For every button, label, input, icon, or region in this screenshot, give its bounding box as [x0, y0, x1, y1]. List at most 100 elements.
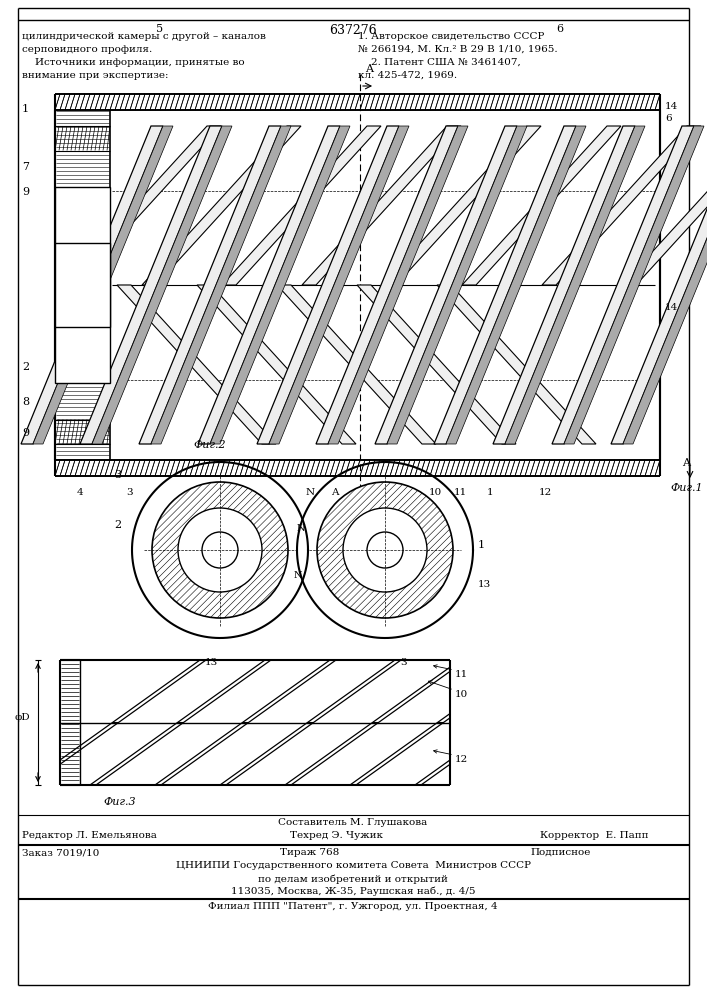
Text: A: A	[332, 488, 339, 497]
Polygon shape	[197, 285, 356, 444]
Polygon shape	[611, 126, 707, 444]
Text: N: N	[297, 524, 305, 533]
Circle shape	[317, 482, 453, 618]
Polygon shape	[269, 126, 409, 444]
Text: 6: 6	[556, 24, 563, 34]
Polygon shape	[542, 126, 701, 285]
Text: внимание при экспертизе:: внимание при экспертизе:	[22, 71, 168, 80]
Polygon shape	[375, 126, 517, 444]
Polygon shape	[357, 285, 516, 444]
Polygon shape	[505, 126, 645, 444]
Text: 12: 12	[538, 488, 551, 497]
Text: φD: φD	[14, 713, 30, 722]
Polygon shape	[302, 126, 461, 285]
Polygon shape	[55, 187, 110, 383]
Text: Фиг.2: Фиг.2	[194, 440, 226, 450]
Circle shape	[178, 508, 262, 592]
Polygon shape	[210, 126, 350, 444]
Polygon shape	[80, 126, 222, 444]
Text: 1: 1	[478, 540, 485, 550]
Polygon shape	[434, 126, 576, 444]
Polygon shape	[257, 126, 399, 444]
Text: 8: 8	[22, 397, 29, 407]
Text: 5: 5	[156, 24, 163, 34]
Polygon shape	[623, 126, 707, 444]
Text: 4: 4	[76, 488, 83, 497]
Text: 14: 14	[665, 102, 678, 111]
Text: A: A	[356, 488, 363, 497]
Circle shape	[202, 532, 238, 568]
Polygon shape	[277, 285, 436, 444]
Text: 9: 9	[22, 187, 29, 197]
Polygon shape	[198, 126, 340, 444]
Text: 2. Патент США № 3461407,: 2. Патент США № 3461407,	[358, 58, 521, 67]
Polygon shape	[493, 126, 635, 444]
Text: № 266194, М. Кл.² В 29 В 1/10, 1965.: № 266194, М. Кл.² В 29 В 1/10, 1965.	[358, 45, 558, 54]
Circle shape	[152, 482, 288, 618]
Text: A: A	[682, 458, 690, 468]
Text: Техред Э. Чужик: Техред Э. Чужик	[290, 831, 383, 840]
Polygon shape	[437, 285, 596, 444]
Text: 10: 10	[428, 488, 442, 497]
Text: 11: 11	[453, 488, 467, 497]
Polygon shape	[62, 126, 221, 285]
Text: A: A	[365, 484, 373, 494]
Text: по делам изобретений и открытий: по делам изобретений и открытий	[258, 874, 448, 884]
Circle shape	[343, 508, 427, 592]
Text: Заказ 7019/10: Заказ 7019/10	[22, 848, 100, 857]
Polygon shape	[462, 126, 621, 285]
Text: 1. Авторское свидетельство СССР: 1. Авторское свидетельство СССР	[358, 32, 544, 41]
Text: Тираж 768: Тираж 768	[281, 848, 339, 857]
Text: 3: 3	[114, 470, 121, 480]
Text: Редактор Л. Емельянова: Редактор Л. Емельянова	[22, 831, 157, 840]
Polygon shape	[382, 126, 541, 285]
Text: Составитель М. Глушакова: Составитель М. Глушакова	[279, 818, 428, 827]
Text: 13: 13	[478, 580, 491, 589]
Text: серповидного профиля.: серповидного профиля.	[22, 45, 152, 54]
Text: 113035, Москва, Ж-35, Раушская наб., д. 4/5: 113035, Москва, Ж-35, Раушская наб., д. …	[230, 887, 475, 896]
Text: 3: 3	[127, 488, 134, 497]
Text: Фиг.1: Фиг.1	[670, 483, 703, 493]
Text: 14: 14	[665, 302, 678, 312]
Polygon shape	[55, 243, 110, 327]
Polygon shape	[117, 285, 276, 444]
Polygon shape	[446, 126, 586, 444]
Text: Фиг.3: Фиг.3	[104, 797, 136, 807]
Text: 11: 11	[455, 670, 468, 679]
Text: цилиндрической камеры с другой – каналов: цилиндрической камеры с другой – каналов	[22, 32, 266, 41]
Text: 6: 6	[665, 114, 672, 123]
Text: 10: 10	[455, 690, 468, 699]
Polygon shape	[316, 126, 458, 444]
Polygon shape	[92, 126, 232, 444]
Text: ЦНИИПИ Государственного комитета Совета  Министров СССР: ЦНИИПИ Государственного комитета Совета …	[175, 861, 530, 870]
Text: 7: 7	[22, 162, 29, 172]
Text: 12: 12	[455, 755, 468, 764]
Polygon shape	[552, 126, 694, 444]
Text: 9: 9	[22, 428, 29, 438]
Text: 2: 2	[22, 362, 29, 372]
Polygon shape	[33, 126, 173, 444]
Text: Филиал ППП "Патент", г. Ужгород, ул. Проектная, 4: Филиал ППП "Патент", г. Ужгород, ул. Про…	[208, 902, 498, 911]
Polygon shape	[622, 126, 707, 285]
Text: 5: 5	[206, 488, 214, 497]
Text: 13: 13	[205, 658, 218, 667]
Text: N: N	[294, 571, 303, 580]
Text: 2: 2	[114, 520, 121, 530]
Text: Источники информации, принятые во: Источники информации, принятые во	[22, 58, 245, 67]
Polygon shape	[222, 126, 381, 285]
Circle shape	[367, 532, 403, 568]
Polygon shape	[21, 126, 163, 444]
Text: 1: 1	[22, 104, 29, 114]
Polygon shape	[139, 126, 281, 444]
Text: A: A	[365, 64, 373, 74]
Text: 3: 3	[400, 658, 407, 667]
Text: кл. 425-472, 1969.: кл. 425-472, 1969.	[358, 71, 457, 80]
Text: Корректор  Е. Папп: Корректор Е. Папп	[540, 831, 648, 840]
Polygon shape	[328, 126, 468, 444]
Polygon shape	[142, 126, 301, 285]
Polygon shape	[151, 126, 291, 444]
Text: 637276: 637276	[329, 24, 377, 37]
Polygon shape	[564, 126, 704, 444]
Text: N: N	[305, 488, 315, 497]
Polygon shape	[387, 126, 527, 444]
